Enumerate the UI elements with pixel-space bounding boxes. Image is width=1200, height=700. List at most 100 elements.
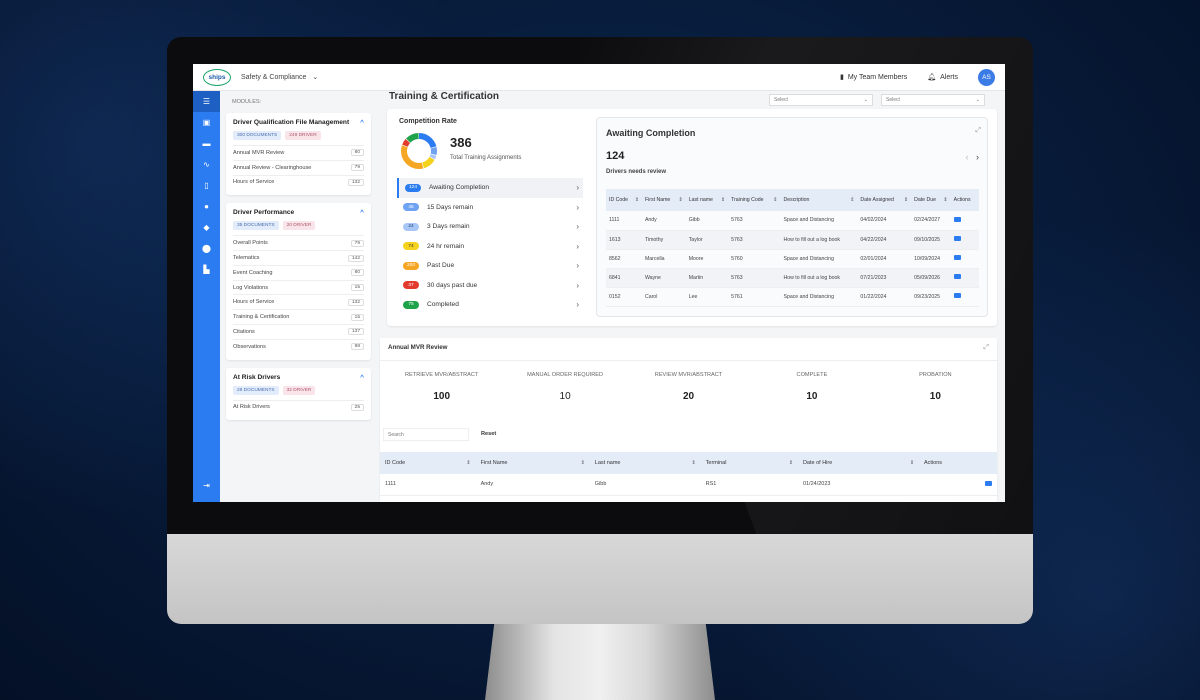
table-header[interactable]: Actions bbox=[950, 189, 979, 211]
building-icon[interactable]: ▙ bbox=[203, 265, 210, 274]
mvr-stat[interactable]: COMPLETE 10 bbox=[750, 372, 873, 402]
sort-icon[interactable]: ⇕ bbox=[909, 460, 915, 466]
status-row[interactable]: 45 15 Days remain › bbox=[397, 198, 583, 218]
user-card-icon[interactable] bbox=[953, 274, 961, 279]
sort-icon[interactable]: ⇕ bbox=[943, 197, 948, 203]
status-row[interactable]: 24 3 Days remain › bbox=[397, 217, 583, 237]
sort-icon[interactable]: ⇕ bbox=[773, 197, 778, 203]
status-row[interactable]: 75 Completed › bbox=[397, 295, 583, 315]
chevron-up-icon[interactable]: ^ bbox=[360, 119, 364, 126]
building-icon[interactable] bbox=[985, 480, 992, 486]
sort-icon[interactable]: ⇕ bbox=[580, 460, 585, 466]
filter-select-2[interactable]: Select ⌄ bbox=[881, 94, 985, 106]
module-item[interactable]: Observations 98 bbox=[233, 338, 364, 354]
location-pin-icon[interactable]: ⬤ bbox=[202, 244, 211, 253]
chevron-right-icon[interactable]: › bbox=[576, 183, 579, 193]
chevron-right-icon[interactable]: › bbox=[576, 222, 579, 232]
mvr-stat[interactable]: MANUAL ORDER REQUIRED 10 bbox=[503, 372, 626, 402]
table-header[interactable]: First Name ⇕ bbox=[641, 189, 686, 211]
module-item[interactable]: At Risk Drivers 25 bbox=[233, 399, 364, 415]
table-row[interactable]: 1613 Timothy Taylor 5763 How to fill out a l… bbox=[606, 230, 979, 250]
module-item[interactable]: Overall Points 79 bbox=[233, 235, 364, 250]
table-header[interactable]: Date Due ⇕ bbox=[911, 189, 951, 211]
table-row[interactable]: 0152 Carol Lee 5761 Space and Distancing 01/2… bbox=[606, 287, 979, 307]
sort-icon[interactable]: ⇕ bbox=[691, 460, 696, 466]
table-header[interactable]: ID Code ⇕ bbox=[606, 189, 642, 211]
expand-icon[interactable]: ⤢ bbox=[975, 127, 981, 134]
user-card-icon[interactable] bbox=[953, 236, 961, 241]
sort-icon[interactable]: ⇕ bbox=[788, 460, 793, 466]
chevron-right-icon[interactable]: › bbox=[576, 300, 579, 310]
table-row[interactable]: 8562 Marcella Moore 5760 Space and Distancin… bbox=[606, 249, 979, 269]
app-selector[interactable]: Safety & Compliance ⌄ bbox=[241, 73, 318, 82]
folder-icon[interactable]: ▬ bbox=[202, 139, 211, 148]
module-item[interactable]: Training & Certification 15 bbox=[233, 309, 364, 324]
chevron-left-icon[interactable]: ‹ bbox=[965, 152, 969, 162]
reset-button[interactable]: Reset bbox=[481, 431, 497, 437]
chevron-up-icon[interactable]: ^ bbox=[360, 373, 364, 381]
table-header[interactable]: Terminal ⇕ bbox=[700, 452, 798, 474]
module-card-header[interactable]: At Risk Drivers ^ bbox=[233, 374, 364, 381]
table-row[interactable]: 1111 Andy Gibb RS1 01/24/2023 bbox=[380, 474, 997, 496]
module-card-header[interactable]: Driver Qualification File Management ^ bbox=[233, 119, 364, 126]
expand-icon[interactable]: ⤢ bbox=[983, 344, 989, 351]
sort-icon[interactable]: ⇕ bbox=[466, 460, 471, 466]
my-team-button[interactable]: ▮ My Team Members bbox=[840, 73, 907, 82]
mvr-stat[interactable]: RETRIEVE MVR/ABSTRACT 100 bbox=[380, 372, 503, 402]
list-icon[interactable]: ☰ bbox=[193, 91, 220, 112]
sort-icon[interactable]: ⇕ bbox=[720, 197, 726, 203]
module-item[interactable]: Citations 137 bbox=[233, 324, 364, 339]
search-input[interactable]: Search bbox=[383, 428, 469, 441]
filter-select-1[interactable]: Select ⌄ bbox=[769, 94, 873, 106]
logout-icon[interactable]: ⇥ bbox=[203, 481, 210, 490]
sort-icon[interactable]: ⇕ bbox=[678, 197, 683, 203]
chevron-right-icon[interactable]: › bbox=[576, 241, 579, 251]
sort-icon[interactable]: ⇕ bbox=[850, 197, 855, 203]
user-card-icon[interactable] bbox=[953, 255, 961, 260]
table-header[interactable]: Description ⇕ bbox=[780, 189, 858, 211]
table-row[interactable]: 1111 Andy Gibb 5763 Space and Distancing 04/0… bbox=[606, 211, 979, 231]
module-item[interactable]: Event Coaching 80 bbox=[233, 264, 364, 280]
table-header[interactable]: Last name ⇕ bbox=[589, 452, 701, 474]
module-card-header[interactable]: Driver Performance ^ bbox=[233, 209, 364, 216]
chevron-right-icon[interactable]: › bbox=[976, 152, 979, 162]
avatar[interactable]: AS bbox=[978, 68, 995, 86]
alerts-button[interactable]: 🔔︎ Alerts bbox=[927, 73, 958, 82]
chart-icon[interactable]: ∿ bbox=[203, 160, 210, 169]
table-header[interactable]: Date Assigned ⇕ bbox=[857, 189, 912, 211]
module-item[interactable]: Telematics 142 bbox=[233, 250, 364, 265]
user-card-icon[interactable] bbox=[953, 216, 961, 222]
status-row[interactable]: 37 30 days past due › bbox=[397, 276, 583, 296]
drivers-badge: 20 DRIVER bbox=[282, 221, 316, 231]
mvr-stat[interactable]: REVIEW MVR/ABSTRACT 20 bbox=[627, 372, 750, 402]
module-item-label: Annual MVR Review bbox=[233, 149, 285, 156]
table-header[interactable]: First Name ⇕ bbox=[475, 452, 590, 474]
tag-icon[interactable]: ◆ bbox=[203, 223, 210, 232]
table-header[interactable]: Training Code ⇕ bbox=[728, 189, 781, 211]
module-item[interactable]: Log Violations 15 bbox=[233, 279, 364, 295]
sort-icon[interactable]: ⇕ bbox=[903, 197, 909, 203]
company-logo[interactable]: ships bbox=[203, 68, 231, 86]
table-header[interactable]: Actions bbox=[919, 452, 997, 474]
sort-icon[interactable]: ⇕ bbox=[634, 197, 639, 203]
module-item[interactable]: Hours of Service 132 bbox=[233, 174, 364, 190]
chevron-right-icon[interactable]: › bbox=[576, 202, 579, 212]
chevron-right-icon[interactable]: › bbox=[576, 280, 579, 290]
file-icon[interactable]: ▯ bbox=[204, 181, 209, 190]
chevron-right-icon[interactable]: › bbox=[576, 261, 579, 271]
table-header[interactable]: Date of Hire ⇕ bbox=[797, 452, 920, 474]
user-card-icon[interactable] bbox=[953, 293, 961, 298]
status-row[interactable]: 124 Awaiting Completion › bbox=[397, 178, 583, 198]
table-header[interactable]: Last name ⇕ bbox=[685, 189, 729, 211]
document-icon[interactable]: ▣ bbox=[202, 118, 211, 127]
status-row[interactable]: 200 Past Due › bbox=[397, 256, 583, 276]
status-row[interactable]: 74 24 hr remain › bbox=[397, 237, 583, 257]
chevron-up-icon[interactable]: ^ bbox=[360, 209, 364, 217]
module-item[interactable]: Annual Review - Clearinghouse 79 bbox=[233, 159, 364, 175]
table-row[interactable]: 6841 Wayne Martin 5763 How to fill out a log… bbox=[606, 268, 979, 288]
table-header[interactable]: ID Code ⇕ bbox=[380, 452, 476, 474]
users-icon[interactable]: ● bbox=[204, 202, 209, 211]
mvr-stat[interactable]: PROBATION 10 bbox=[874, 372, 997, 402]
module-item[interactable]: Hours of Service 132 bbox=[233, 294, 364, 309]
module-item[interactable]: Annual MVR Review 80 bbox=[233, 145, 364, 160]
